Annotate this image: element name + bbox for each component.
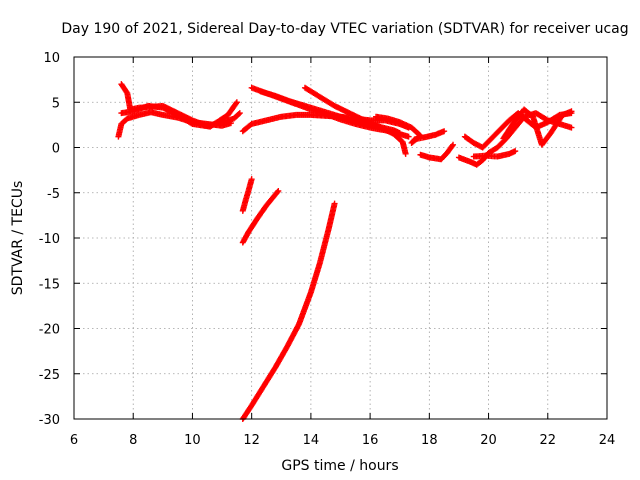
x-tick-label: 18 <box>421 433 438 448</box>
data-point <box>402 150 409 157</box>
y-tick-label: -15 <box>39 277 60 292</box>
series-track-15 <box>239 187 282 246</box>
data-point <box>449 142 456 149</box>
grid-lines <box>74 57 607 419</box>
x-tick-label: 16 <box>362 433 379 448</box>
data-point <box>275 187 282 194</box>
data-point <box>512 148 519 155</box>
axis-ticks <box>73 56 608 420</box>
data-point <box>568 108 575 115</box>
data-point <box>233 100 240 107</box>
series-track-12 <box>470 148 519 160</box>
series-track-8 <box>373 113 448 146</box>
x-tick-label: 14 <box>303 433 320 448</box>
data-point <box>227 120 234 127</box>
x-tick-label: 10 <box>184 433 201 448</box>
y-tick-label: 5 <box>52 96 60 111</box>
y-tick-label: -25 <box>39 368 60 383</box>
y-tick-label: -5 <box>47 187 60 202</box>
x-axis-label: GPS time / hours <box>281 458 398 474</box>
data-point <box>235 111 242 118</box>
y-axis-label: SDTVAR / TECUs <box>10 181 26 296</box>
x-axis-tick-labels: 6 8 10 12 14 16 18 20 22 24 <box>70 433 615 448</box>
x-tick-label: 12 <box>243 433 260 448</box>
x-tick-label: 24 <box>599 433 616 448</box>
data-points <box>115 81 575 422</box>
x-tick-label: 20 <box>480 433 497 448</box>
x-tick-label: 8 <box>129 433 137 448</box>
y-tick-label: -30 <box>39 413 60 428</box>
y-axis-tick-labels: 10 5 0 -5 -10 -15 -20 -25 -30 <box>39 51 60 428</box>
series-track-14 <box>239 176 255 214</box>
data-point <box>248 176 255 183</box>
chart-title: Day 190 of 2021, Sidereal Day-to-day VTE… <box>61 21 628 37</box>
y-tick-label: -10 <box>39 232 60 247</box>
data-point <box>274 189 281 196</box>
series-track-9 <box>417 141 457 163</box>
x-tick-label: 22 <box>540 433 557 448</box>
x-tick-label: 6 <box>70 433 78 448</box>
data-point <box>441 128 448 135</box>
data-point <box>236 110 243 117</box>
series-track-13 <box>500 106 575 148</box>
y-tick-label: 0 <box>52 142 60 157</box>
series-track-7 <box>301 84 409 157</box>
data-point <box>450 141 457 148</box>
data-point <box>396 130 403 137</box>
series-track-3 <box>118 99 240 130</box>
data-point <box>233 99 240 106</box>
series-track-16 <box>239 200 338 422</box>
data-point <box>331 200 338 207</box>
y-tick-label: -20 <box>39 323 60 338</box>
data-point <box>568 124 575 131</box>
y-tick-label: 10 <box>43 51 60 66</box>
data-point <box>405 133 412 140</box>
